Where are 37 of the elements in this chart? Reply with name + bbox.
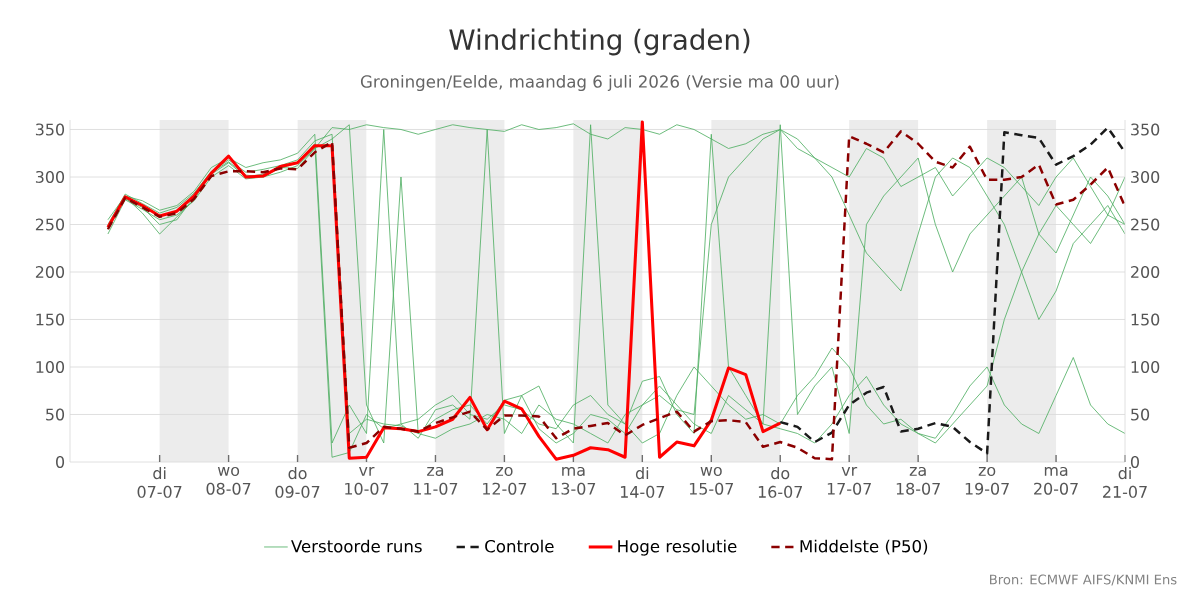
y2-tick-label: 0 [1130, 455, 1139, 469]
y2-tick-label: 200 [1131, 265, 1160, 279]
text: Bron: ECMWF AIFS/KNMI Ens [990, 574, 1177, 586]
x-tick-label: vr 10-07 [345, 466, 389, 495]
legend-label: Verstoorde runs [291, 539, 422, 553]
y2-tick-label: 150 [1131, 313, 1160, 326]
x-tick-label: di 14-07 [620, 466, 665, 498]
x-tick-label: do 09-07 [275, 466, 320, 498]
x-tick-label: ma 13-07 [552, 466, 596, 495]
y-tick-label: 150 [36, 313, 65, 326]
x-tick-label: za 18-07 [896, 466, 940, 495]
y2-tick-label: 300 [1131, 170, 1160, 184]
x-tick-label: vr 17-07 [827, 466, 871, 495]
y2-tick-label: 50 [1131, 408, 1150, 421]
chart-subtitle: Groningen/Eelde, maandag 6 juli 2026 (Versie ma 00 uur) [360, 74, 839, 92]
y-tick-label: 50 [46, 408, 65, 421]
x-tick-label: ma 20-07 [1034, 466, 1078, 495]
y-tick-label: 250 [35, 218, 65, 231]
legend-label: Middelste (P50) [800, 539, 928, 555]
x-tick-label: di 07-07 [137, 466, 182, 498]
y-tick-label: 100 [36, 360, 65, 374]
y-tick-label: 300 [35, 170, 65, 184]
x-tick-label: zo 19-07 [965, 466, 1009, 495]
y2-tick-label: 350 [1131, 123, 1160, 136]
y-tick-label: 0 [56, 455, 65, 469]
x-tick-label: wo 15-07 [689, 466, 734, 495]
y2-tick-label: 250 [1131, 218, 1160, 231]
y-tick-label: 350 [35, 123, 65, 136]
legend-label: Hoge resolutie [618, 539, 737, 556]
x-tick-label: zo 12-07 [483, 466, 527, 495]
y-tick-label: 200 [35, 265, 65, 279]
y2-tick-label: 100 [1131, 360, 1160, 374]
x-tick-label: do 16-07 [758, 466, 802, 498]
chart-title: Windrichting (graden) [449, 28, 750, 56]
x-tick-label: wo 08-07 [206, 466, 251, 495]
legend-label: Controle [485, 539, 554, 553]
x-tick-label: za 11-07 [414, 466, 458, 495]
